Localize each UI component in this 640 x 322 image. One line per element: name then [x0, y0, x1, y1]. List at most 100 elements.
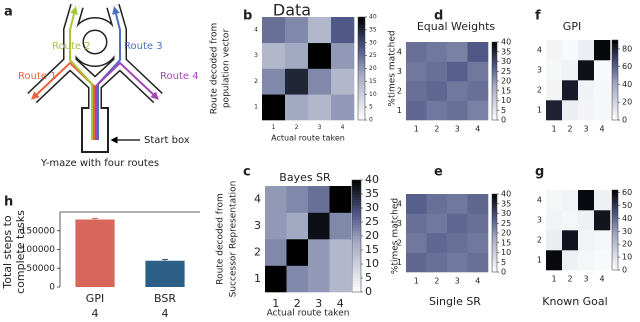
- colorbar-tick-label: 30: [622, 227, 632, 236]
- colorbar-tick-label: 30: [365, 201, 379, 214]
- colorbar-tick-label: 40: [501, 38, 511, 47]
- colorbar-segment: [492, 98, 497, 101]
- heat-cell: [467, 252, 489, 273]
- colorbar-segment: [492, 118, 497, 121]
- chart-title: GPI: [563, 20, 581, 33]
- x-tick-label: 2: [294, 297, 301, 310]
- colorbar-segment: [352, 196, 361, 200]
- heat-cell: [447, 100, 468, 121]
- colorbar-segment: [352, 266, 361, 270]
- colorbar-segment: [492, 217, 497, 220]
- colorbar-segment: [358, 27, 365, 31]
- colorbar-segment: [612, 258, 618, 261]
- heat-cell: [594, 40, 611, 61]
- heat-cell: [546, 60, 563, 81]
- colorbar-tick-label: 20: [622, 98, 632, 107]
- colorbar-segment: [492, 207, 497, 210]
- colorbar-segment: [492, 219, 497, 222]
- x-tick-sublabel: 4: [92, 307, 99, 320]
- x-tick-label: 1: [414, 125, 419, 134]
- heat-cell: [467, 194, 489, 214]
- heat-cell: [406, 233, 427, 253]
- colorbar-segment: [352, 230, 361, 234]
- colorbar-segment: [492, 258, 497, 261]
- colorbar-segment: [612, 78, 618, 81]
- y-tick-label: 2: [537, 86, 542, 95]
- heat-cell: [262, 68, 286, 95]
- colorbar-segment: [358, 86, 365, 90]
- colorbar-tick-label: 35: [501, 199, 511, 208]
- heat-cell: [308, 265, 330, 293]
- colorbar-segment: [612, 204, 618, 207]
- colorbar-segment: [612, 52, 618, 55]
- chart-title: Single SR: [429, 295, 481, 308]
- colorbar-segment: [612, 222, 618, 225]
- heat-cell: [467, 233, 489, 253]
- colorbar-segment: [358, 91, 365, 95]
- colorbar-segment: [352, 180, 361, 184]
- colorbar-segment: [358, 76, 365, 80]
- colorbar-segment: [492, 57, 497, 60]
- y-tick-label: 4: [537, 46, 542, 55]
- colorbar-segment: [352, 247, 361, 251]
- heat-cell: [426, 61, 448, 82]
- colorbar-segment: [612, 94, 618, 97]
- heat-cell: [265, 265, 287, 293]
- colorbar-segment: [358, 29, 365, 33]
- colorbar-segment: [612, 104, 618, 107]
- y-axis-label: Successor Representation: [229, 181, 239, 298]
- maze-panel: a Route 1 Route 2 Route 3 Route 4 Start …: [4, 4, 199, 169]
- colorbar-segment: [492, 65, 497, 68]
- heat-cell: [467, 61, 489, 82]
- heat-cell: [286, 212, 309, 240]
- colorbar-tick-label: 10: [501, 96, 511, 105]
- colorbar-segment: [492, 90, 497, 94]
- colorbar-segment: [492, 59, 497, 62]
- y-tick-label: 2: [397, 86, 402, 95]
- panel-letter: f: [535, 9, 541, 24]
- colorbar-segment: [358, 55, 365, 59]
- y-tick-label: 100000: [21, 245, 56, 255]
- colorbar-tick-label: 35: [369, 26, 377, 33]
- y-tick-label: 2: [254, 78, 258, 85]
- route-label: Route 3: [124, 41, 163, 52]
- colorbar-segment: [612, 242, 618, 245]
- colorbar-tick-label: 40: [622, 80, 632, 89]
- colorbar-segment: [492, 114, 497, 117]
- heat-cell: [562, 40, 579, 61]
- colorbar-segment: [492, 108, 497, 111]
- colorbar-tick-label: 10: [501, 248, 511, 257]
- y-tick-label: 3: [537, 66, 542, 75]
- colorbar-segment: [612, 214, 618, 217]
- colorbar-segment: [492, 221, 497, 224]
- colorbar-tick-label: 5: [501, 106, 506, 115]
- heat-cell: [594, 190, 611, 211]
- error-bar: [92, 217, 98, 222]
- panel-letter: c: [243, 165, 251, 180]
- heat-cell: [562, 230, 579, 251]
- heat-cell: [286, 239, 309, 266]
- colorbar-segment: [492, 47, 497, 51]
- colorbar-tick-label: 15: [365, 243, 379, 256]
- colorbar-tick-label: 40: [369, 14, 377, 21]
- bar: [145, 260, 185, 287]
- colorbar-segment: [352, 216, 361, 220]
- colorbar-segment: [492, 229, 497, 232]
- colorbar-segment: [612, 256, 618, 259]
- colorbar-segment: [358, 60, 365, 64]
- colorbar-tick-label: 20: [369, 65, 377, 72]
- x-tick-label: 2: [295, 124, 299, 131]
- colorbar-segment: [612, 58, 618, 61]
- x-axis-label: Actual route taken: [271, 134, 345, 143]
- heat-cell: [426, 81, 448, 101]
- colorbar-segment: [612, 82, 618, 85]
- colorbar-segment: [612, 192, 618, 195]
- colorbar-segment: [352, 264, 361, 268]
- colorbar-segment: [492, 209, 497, 212]
- y-tick-label: 3: [254, 52, 258, 59]
- heat-cell: [262, 42, 286, 69]
- colorbar-tick-label: 25: [365, 215, 379, 228]
- y-tick-label: 2: [254, 245, 261, 258]
- x-tick-label: 3: [318, 124, 322, 131]
- heat-cell: [578, 210, 595, 231]
